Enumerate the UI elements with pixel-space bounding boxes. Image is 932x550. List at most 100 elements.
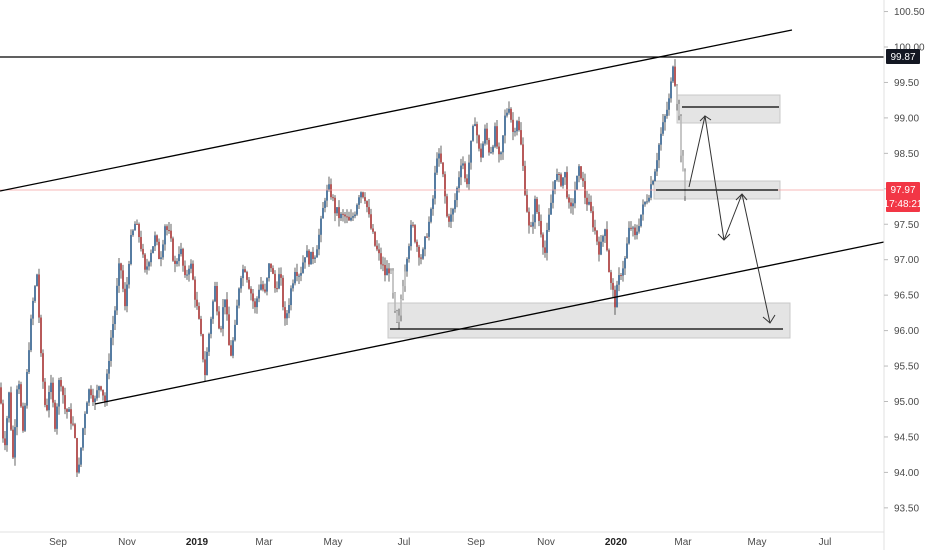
candle-body xyxy=(392,270,394,293)
candles-layer xyxy=(0,59,686,477)
candle-body xyxy=(598,241,600,255)
candle-body xyxy=(66,409,68,412)
candle-body xyxy=(536,198,538,213)
drawings xyxy=(0,29,885,405)
candle-body xyxy=(256,298,258,308)
candle-body xyxy=(260,284,262,290)
candle-body xyxy=(474,124,476,127)
candle-body xyxy=(110,337,112,361)
price-tick-label: 95.00 xyxy=(894,397,919,408)
candle-body xyxy=(338,207,340,219)
arrow-down-2 xyxy=(741,193,771,324)
candle-body xyxy=(424,236,426,250)
candle-body xyxy=(212,301,214,319)
candle-body xyxy=(546,230,548,253)
candle-body xyxy=(346,216,348,218)
candle-body xyxy=(158,241,160,259)
time-tick-label: Mar xyxy=(255,537,273,548)
candle-body xyxy=(410,224,412,247)
candle-body xyxy=(200,318,202,335)
candle-body xyxy=(166,226,168,231)
candle-body xyxy=(72,423,74,425)
candle-body xyxy=(528,211,530,226)
candle-body xyxy=(336,207,338,214)
candle-body xyxy=(512,119,514,132)
candle-body xyxy=(684,171,686,197)
candle-body xyxy=(62,386,64,396)
candle-body xyxy=(498,146,500,155)
candle-body xyxy=(300,272,302,276)
last-price-tag: 97.97 17:48:21 xyxy=(884,182,923,212)
candle-body xyxy=(650,184,652,198)
candle-body xyxy=(20,384,22,407)
candle-body xyxy=(586,197,588,205)
candle-body xyxy=(638,226,640,232)
candle-body xyxy=(294,272,296,284)
candle-body xyxy=(186,274,188,276)
candle-body xyxy=(482,143,484,158)
candle-body xyxy=(312,251,314,259)
candle-body xyxy=(264,289,266,292)
candle-body xyxy=(132,230,134,236)
candle-body xyxy=(412,224,414,226)
candle-body xyxy=(414,225,416,242)
candle-body xyxy=(152,246,154,253)
price-tick-label: 94.00 xyxy=(894,468,919,479)
candle-body xyxy=(84,413,86,429)
price-tick-label: 95.50 xyxy=(894,362,919,373)
candle-body xyxy=(306,250,308,258)
price-tick-label: 97.50 xyxy=(894,220,919,231)
candle-body xyxy=(198,306,200,319)
candle-body xyxy=(610,272,612,283)
candle-body xyxy=(240,278,242,289)
candle-body xyxy=(520,130,522,145)
candle-body xyxy=(478,135,480,149)
candle-body xyxy=(404,271,406,287)
candle-body xyxy=(322,207,324,219)
candle-body xyxy=(174,260,176,264)
candle-body xyxy=(620,275,622,277)
candle-body xyxy=(88,389,90,403)
candle-body xyxy=(676,85,678,104)
candle-body xyxy=(42,353,44,382)
candle-body xyxy=(320,218,322,235)
candle-body xyxy=(150,252,152,263)
candle-body xyxy=(290,288,292,306)
candle-body xyxy=(428,221,430,237)
time-tick-label: Nov xyxy=(118,537,136,548)
candle-body xyxy=(384,264,386,276)
candle-body xyxy=(350,217,352,221)
candle-body xyxy=(268,263,270,279)
candle-body xyxy=(342,213,344,215)
candle-body xyxy=(448,216,450,222)
time-tick-label: Mar xyxy=(674,537,692,548)
candle-body xyxy=(184,265,186,276)
candle-body xyxy=(278,274,280,289)
candle-body xyxy=(628,227,630,244)
candle-body xyxy=(308,250,310,265)
price-tick-label: 99.00 xyxy=(894,113,919,124)
candle-body xyxy=(326,189,328,201)
price-tick-label: 93.50 xyxy=(894,503,919,514)
candle-body xyxy=(102,389,104,396)
time-tick-label: Jul xyxy=(398,537,411,548)
candle-body xyxy=(226,299,228,315)
candle-body xyxy=(162,244,164,258)
candle-body xyxy=(648,197,650,202)
candle-body xyxy=(224,299,226,308)
candle-body xyxy=(92,395,94,403)
candle-body xyxy=(596,230,598,242)
candle-body xyxy=(510,108,512,120)
time-tick-label: 2019 xyxy=(186,537,209,548)
candle-body xyxy=(376,245,378,250)
candle-body xyxy=(298,275,300,277)
candle-body xyxy=(112,324,114,338)
candle-body xyxy=(434,172,436,199)
time-tick-label: Jul xyxy=(819,537,832,548)
candle-body xyxy=(328,184,330,190)
candle-body xyxy=(304,257,306,263)
candle-body xyxy=(46,404,48,411)
candle-body xyxy=(116,285,118,311)
candle-body xyxy=(646,201,648,203)
